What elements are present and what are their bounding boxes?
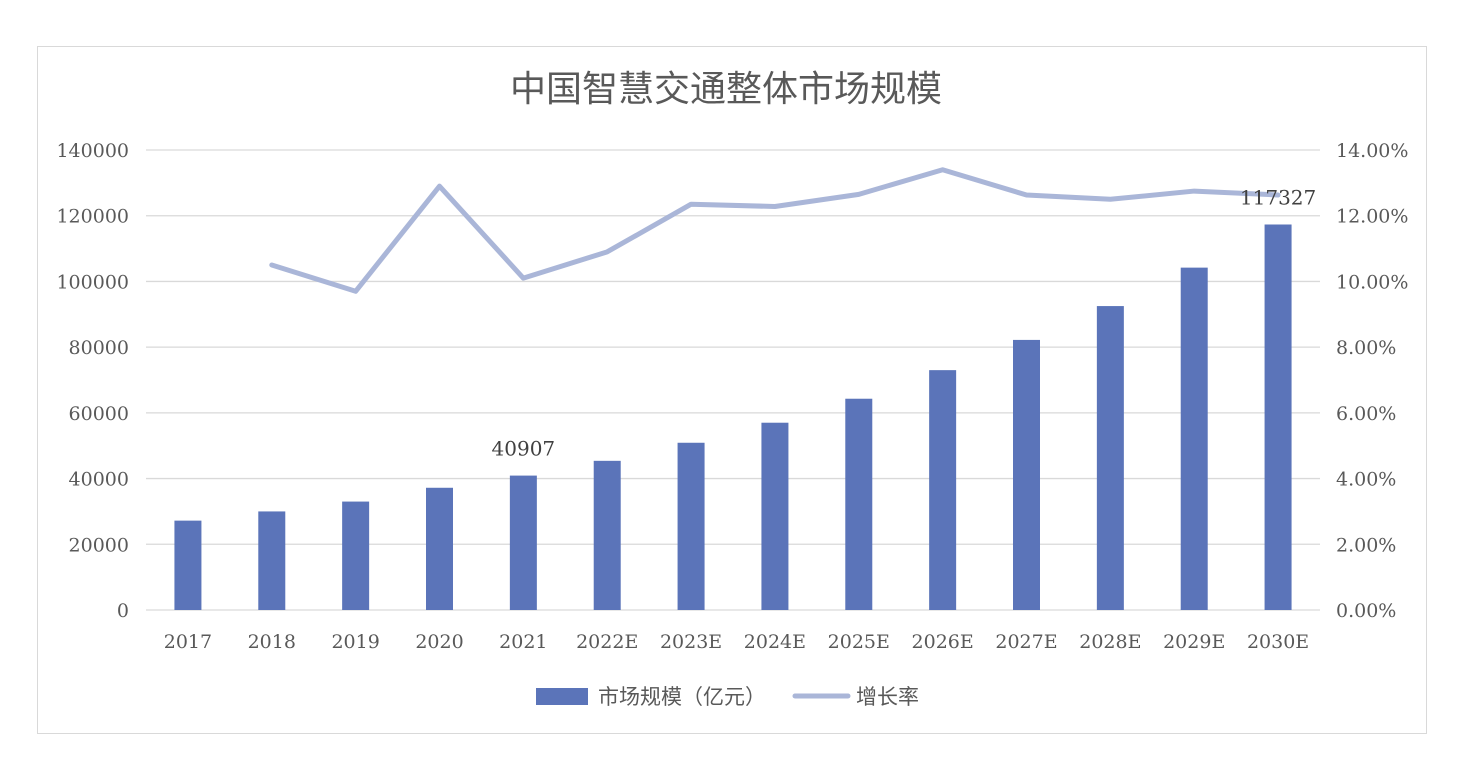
left-tick-label: 120000 (56, 206, 129, 228)
category-label: 2021 (499, 631, 547, 653)
bar (342, 501, 370, 610)
left-tick-label: 60000 (69, 403, 129, 425)
right-tick-label: 4.00% (1336, 469, 1396, 491)
bar (1180, 267, 1208, 610)
legend-bar-swatch (536, 688, 588, 705)
left-axis-ticks: 0 20000 40000 60000 80000 100000 120000 140000 (56, 140, 129, 622)
chart-title: 中国智慧交通整体市场规模 (510, 69, 942, 110)
bar (845, 398, 873, 610)
bar (929, 370, 957, 610)
category-label: 2025E (828, 631, 890, 653)
right-tick-label: 14.00% (1336, 140, 1408, 162)
right-tick-label: 10.00% (1336, 271, 1408, 293)
category-label: 2029E (1163, 631, 1225, 653)
data-labels: 40907 117327 (492, 185, 1317, 460)
bar (761, 422, 789, 610)
line-series (269, 167, 1281, 294)
left-tick-label: 80000 (69, 337, 129, 359)
bar (593, 460, 621, 610)
category-label: 2022E (576, 631, 638, 653)
bar (1013, 339, 1040, 610)
category-label: 2026E (912, 631, 974, 653)
bar (1096, 306, 1124, 610)
bar (509, 475, 537, 610)
category-label: 2027E (995, 631, 1057, 653)
data-label: 117327 (1240, 185, 1316, 209)
right-tick-label: 12.00% (1336, 206, 1408, 228)
growth-rate-line (269, 167, 1281, 294)
right-tick-label: 2.00% (1336, 534, 1396, 556)
category-label: 2023E (660, 631, 722, 653)
bar-series (174, 224, 1292, 610)
category-label: 2018 (248, 631, 296, 653)
legend-bar-label: 市场规模（亿元） (598, 685, 766, 709)
left-tick-label: 40000 (69, 469, 129, 491)
left-tick-label: 140000 (56, 140, 129, 162)
right-axis-ticks: 0.00% 2.00% 4.00% 6.00% 8.00% 10.00% 12.00% 14.… (1336, 140, 1408, 622)
category-label: 2019 (331, 631, 379, 653)
data-label: 40907 (492, 437, 556, 461)
chart-svg: 中国智慧交通整体市场规模 0 20000 40000 60000 80000 100000… (56, 69, 1408, 709)
bar (258, 511, 286, 610)
bar (677, 442, 705, 610)
left-tick-label: 20000 (69, 534, 129, 556)
legend-line-label: 增长率 (856, 685, 919, 709)
bar (1264, 224, 1292, 610)
left-tick-label: 0 (117, 600, 129, 622)
category-label: 2030E (1247, 631, 1309, 653)
right-tick-label: 6.00% (1336, 403, 1396, 425)
category-label: 2028E (1079, 631, 1141, 653)
category-label: 2024E (744, 631, 806, 653)
bar (426, 487, 453, 610)
category-label: 2017 (164, 631, 212, 653)
gridlines (146, 149, 1320, 611)
left-tick-label: 100000 (56, 271, 129, 293)
right-tick-label: 8.00% (1336, 337, 1396, 359)
right-tick-label: 0.00% (1336, 600, 1396, 622)
chart-frame: 中国智慧交通整体市场规模 0 20000 40000 60000 80000 100000… (37, 46, 1427, 734)
bar (174, 520, 202, 610)
category-labels: 2017 2018 2019 2020 2021 2022E 2023E 2024E 2025E… (164, 631, 1309, 653)
category-label: 2020 (415, 631, 463, 653)
legend: 市场规模（亿元） 增长率 (536, 685, 919, 709)
